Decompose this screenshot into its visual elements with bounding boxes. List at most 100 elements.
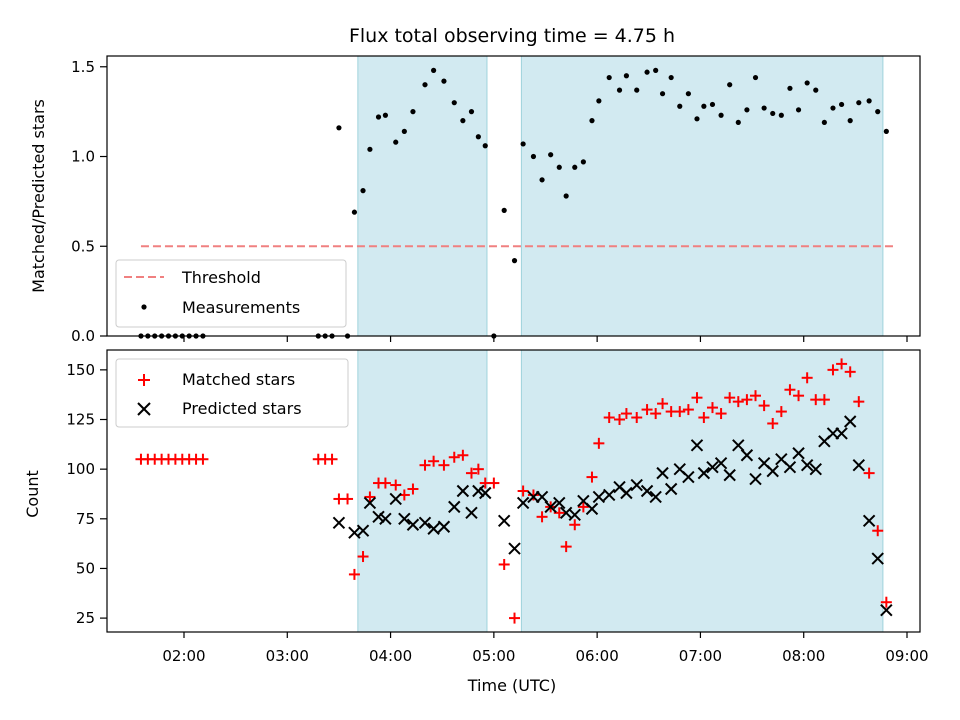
matched-stars-point — [577, 501, 589, 513]
measurement-point — [787, 85, 793, 91]
measurement-point — [563, 193, 569, 199]
measurement-point — [838, 101, 845, 108]
measurement-point — [778, 112, 784, 118]
top-legend-box — [115, 259, 347, 328]
measurement-point — [685, 91, 691, 97]
x-tick-label: 02:00 — [162, 647, 205, 665]
matched-stars-point — [488, 477, 500, 489]
x-tick-label: 08:00 — [782, 647, 825, 665]
matched-stars-point — [872, 525, 884, 537]
bottom-legend: Matched stars Predicted stars — [115, 358, 349, 428]
predicted-stars-point — [843, 415, 857, 428]
matched-stars-point — [586, 471, 598, 483]
predicted-stars-point — [332, 516, 346, 529]
x-tick-label: 05:00 — [472, 647, 515, 665]
predicted-stars-point — [372, 510, 385, 524]
legend-predicted-label: Predicted stars — [182, 399, 302, 418]
predicted-stars-point — [835, 427, 848, 440]
measurement-point — [572, 164, 578, 170]
measurement-point — [701, 103, 707, 109]
top-panel-frame — [106, 55, 921, 337]
measurement-point — [482, 143, 488, 149]
chart-title: Flux total observing time = 4.75 h — [349, 25, 675, 47]
y-tick-label: 0.5 — [71, 237, 95, 255]
matched-stars-point — [428, 455, 440, 467]
matched-stars-point — [698, 412, 710, 424]
measurement-point — [501, 207, 507, 213]
measurement-point — [606, 74, 612, 81]
matched-stars-point — [732, 396, 744, 408]
matched-stars-point — [527, 489, 539, 501]
predicted-stars-point — [379, 512, 392, 526]
predicted-stars-point — [398, 512, 411, 526]
matched-stars-point — [438, 459, 450, 471]
y-tick-label: 50 — [76, 559, 95, 577]
matched-stars-point — [419, 459, 431, 471]
measurement-point — [375, 114, 382, 120]
matched-stars-point — [509, 612, 521, 624]
predicted-stars-point — [535, 490, 549, 504]
matched-stars-point — [741, 394, 753, 406]
measurement-point — [727, 82, 733, 88]
measurement-point — [351, 209, 358, 215]
predicted-stars-point — [465, 506, 478, 520]
predicted-stars-point — [706, 460, 719, 474]
matched-stars-point — [457, 449, 469, 461]
bottom-panel-frame — [106, 349, 921, 633]
measurement-point — [634, 87, 640, 93]
matched-stars-point — [691, 392, 703, 404]
matched-stars-point — [342, 493, 354, 505]
measurement-point — [804, 80, 810, 86]
measurement-point — [410, 109, 416, 115]
matched-stars-point — [448, 451, 460, 463]
matched-stars-point — [715, 408, 727, 420]
matched-stars-point — [614, 414, 626, 426]
shaded-interval-1 — [357, 55, 488, 337]
predicted-stars-point — [880, 603, 893, 617]
predicted-stars-point — [363, 496, 377, 510]
matched-stars-point — [348, 568, 360, 580]
predicted-stars-point — [809, 462, 822, 476]
measurement-point — [382, 112, 389, 118]
y-tick-label: 25 — [76, 609, 95, 627]
shaded-interval-2 — [520, 349, 884, 633]
predicted-stars-point — [649, 490, 662, 504]
x-tick-label: 07:00 — [679, 647, 722, 665]
measurement-point — [431, 67, 437, 73]
measurement-point — [422, 82, 428, 88]
measurement-point — [735, 119, 741, 126]
legend-matched-label: Matched stars — [182, 370, 295, 389]
matched-stars-point — [560, 541, 572, 553]
matched-stars-point — [603, 412, 615, 424]
legend-predicted-swatch — [137, 402, 151, 416]
matched-stars-point — [465, 467, 477, 479]
x-tick-label: 06:00 — [576, 647, 619, 665]
measurement-point — [596, 98, 602, 104]
predicted-stars-point — [740, 449, 754, 462]
measurement-point — [677, 103, 683, 109]
measurement-point — [589, 118, 595, 124]
measurement-point — [367, 146, 373, 152]
bottom-legend-box — [115, 358, 349, 428]
measurement-point — [856, 100, 862, 106]
predicted-stars-point — [682, 470, 695, 484]
predicted-stars-point — [620, 486, 633, 500]
measurement-point — [830, 105, 836, 111]
measurement-point — [475, 134, 481, 140]
predicted-stars-point — [448, 500, 461, 514]
measurement-point — [644, 69, 650, 75]
measurement-point — [511, 258, 518, 264]
legend-measurements-swatch — [141, 304, 147, 310]
predicted-stars-point — [732, 439, 745, 452]
matched-stars-point — [767, 417, 779, 429]
predicted-stars-point — [592, 490, 606, 504]
measurement-point — [668, 74, 674, 81]
matched-stars-point — [498, 558, 510, 570]
measurement-point — [393, 139, 399, 145]
matched-stars-point — [750, 390, 762, 402]
predicted-stars-point — [585, 502, 599, 516]
y-tick-label: 75 — [76, 510, 95, 528]
matched-stars-point — [357, 551, 369, 563]
bottom-panel: 25 50 75 100 125 150 02:00 03:00 04:00 05:00 06:0… — [23, 349, 929, 695]
